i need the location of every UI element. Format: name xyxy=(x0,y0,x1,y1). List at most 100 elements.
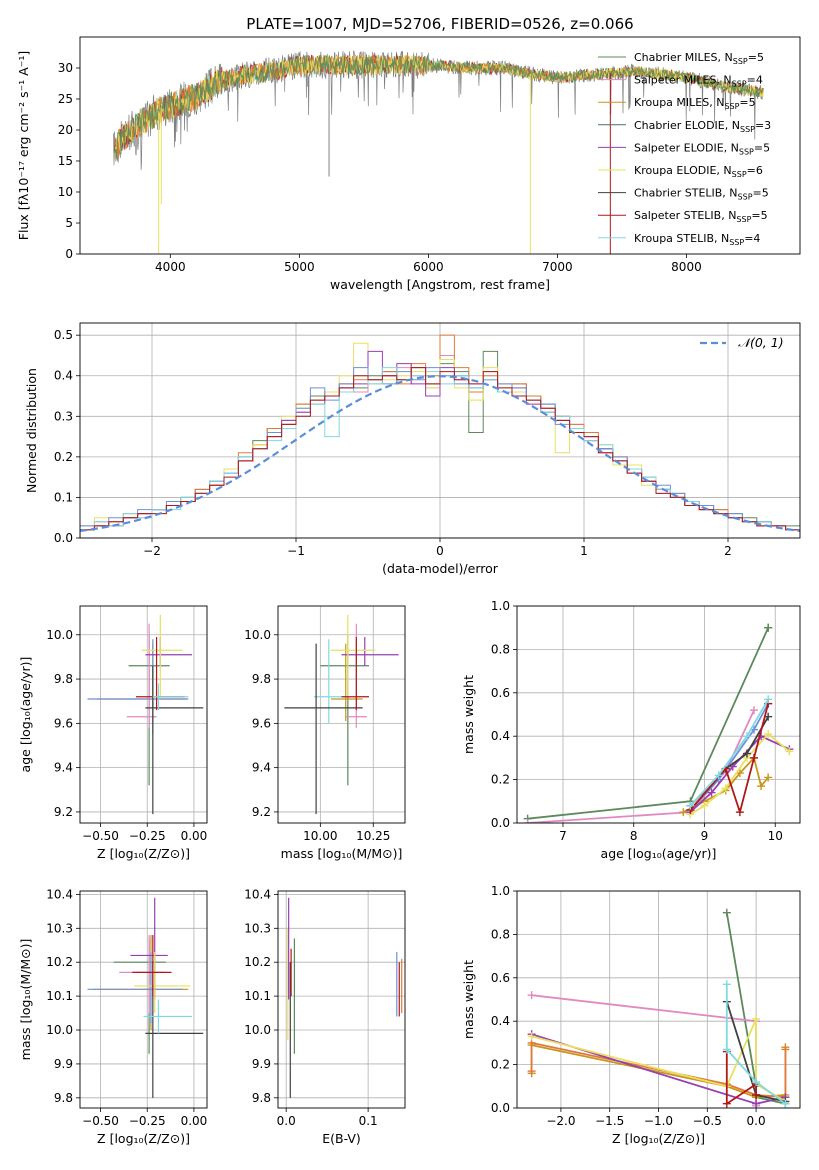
x-tick-label: −0.50 xyxy=(82,829,119,843)
x-tick-label: −2.0 xyxy=(546,1114,575,1128)
residuals-panel: −2 −1 0 1 2 0.0 0.1 0.2 0.3 0.4 0.5 (data-model)/er… xyxy=(24,322,801,576)
y-tick-label: 10.0 xyxy=(244,628,271,642)
legend-label-tail: =5 xyxy=(753,187,769,200)
legend-label-tail: =6 xyxy=(747,164,763,177)
y-tick-label: 9.8 xyxy=(54,672,73,686)
x-tick-label: 0.1 xyxy=(359,1114,378,1128)
x-axis-label: Z [log₁₀(Z/Z⊙)] xyxy=(97,846,190,861)
y-tick-label: 9.2 xyxy=(54,805,73,819)
y-axis-label: mass weight xyxy=(461,675,476,754)
legend-label-tail: =5 xyxy=(739,96,755,109)
legend-label-sub: SSP xyxy=(732,170,747,179)
massweight-series-salpeter_stelib xyxy=(725,1051,757,1106)
y-tick-label: 10.4 xyxy=(244,887,271,901)
y-tick-label: 0.8 xyxy=(491,642,510,656)
y-tick-label: 0.2 xyxy=(491,773,510,787)
y-tick-label: 9.4 xyxy=(252,761,271,775)
y-tick-label: 30 xyxy=(58,61,73,75)
x-tick-label: 2 xyxy=(724,544,732,558)
legend-label-tail: =4 xyxy=(744,232,760,245)
legend-label: Salpeter ELODIE, NSSP=5 xyxy=(634,141,770,156)
spectrum-panel: 4000 5000 6000 7000 8000 0 5 10 15 20 25 30 waveleng… xyxy=(16,36,801,292)
gaussian-curve xyxy=(80,375,800,532)
legend-label-main: Chabrier STELIB, N xyxy=(634,187,738,200)
x-tick-label: 4000 xyxy=(155,260,186,274)
legend-label: Kroupa ELODIE, NSSP=6 xyxy=(634,164,763,179)
plot-frame xyxy=(277,890,406,1109)
y-tick-label: 0.5 xyxy=(54,328,73,342)
y-tick-label: 10 xyxy=(58,185,73,199)
legend-label-tail: =5 xyxy=(751,209,767,222)
y-tick-label: 5 xyxy=(65,216,73,230)
y-tick-label: 0.4 xyxy=(491,729,510,743)
y-tick-label: 15 xyxy=(58,154,73,168)
y-axis-label: mass weight xyxy=(461,960,476,1039)
y-tick-label: 10.0 xyxy=(244,1023,271,1037)
plot-frame xyxy=(79,36,801,255)
massweight-lines xyxy=(527,908,790,1108)
plot-frame xyxy=(516,605,801,824)
legend-label-sub: SSP xyxy=(733,57,748,66)
legend-label-sub: SSP xyxy=(740,125,755,134)
y-tick-label: 0.2 xyxy=(54,450,73,464)
x-axis-label: (data-model)/error xyxy=(382,561,499,576)
y-tick-label: 10.0 xyxy=(46,1023,73,1037)
y-tick-label: 9.2 xyxy=(252,805,271,819)
legend-label-sub: SSP xyxy=(739,147,754,156)
legend-label: Salpeter MILES, NSSP=4 xyxy=(634,74,763,89)
legend-label-tail: =5 xyxy=(748,51,764,64)
massweight-series-kroupa_elodie xyxy=(689,732,790,816)
y-tick-label: 0 xyxy=(65,247,73,261)
legend-label-tail: =5 xyxy=(754,141,770,154)
y-tick-label: 9.6 xyxy=(252,716,271,730)
x-axis-label: age [log₁₀(age/yr)] xyxy=(601,846,717,861)
legend-label: Chabrier MILES, NSSP=5 xyxy=(634,51,764,66)
plot-frame xyxy=(79,605,208,824)
y-tick-label: 10.4 xyxy=(46,887,73,901)
x-tick-label: 10.25 xyxy=(356,829,390,843)
legend-label-sub: SSP xyxy=(729,238,744,247)
legend-label: Kroupa STELIB, NSSP=4 xyxy=(634,232,760,247)
legend-label-main: Kroupa STELIB, N xyxy=(634,232,729,245)
plot-frame xyxy=(277,605,406,824)
y-tick-label: 9.8 xyxy=(252,672,271,686)
x-axis-label: mass [log₁₀(M/M⊙)] xyxy=(281,846,403,861)
y-tick-label: 1.0 xyxy=(491,599,510,613)
x-tick-label: 7 xyxy=(559,829,567,843)
x-axis-label: wavelength [Angstrom, rest frame] xyxy=(330,277,550,292)
x-tick-label: −0.25 xyxy=(129,829,166,843)
x-tick-label: −1 xyxy=(287,544,305,558)
x-tick-label: 1 xyxy=(580,544,588,558)
legend-label-sub: SSP xyxy=(736,215,751,224)
legend-label: Chabrier ELODIE, NSSP=3 xyxy=(634,119,771,134)
x-tick-label: 8 xyxy=(630,829,638,843)
y-tick-label: 0.0 xyxy=(54,531,73,545)
legend-label-sub: SSP xyxy=(732,80,747,89)
massweight-series-extra_orange xyxy=(530,1041,787,1099)
mass-vs-ebv-panel: 0.0 0.1 9.8 9.9 10.0 10.1 10.2 10.3 10.4 E(B-V) xyxy=(244,887,406,1146)
x-tick-label: 0.00 xyxy=(181,1114,208,1128)
y-tick-label: 0.0 xyxy=(491,816,510,830)
y-tick-label: 10.2 xyxy=(46,955,73,969)
errorbars xyxy=(87,614,204,815)
y-tick-label: 0.4 xyxy=(54,369,73,383)
x-tick-label: 8000 xyxy=(671,260,702,274)
x-axis-label: Z [log₁₀(Z/Z⊙)] xyxy=(97,1131,190,1146)
errorbars xyxy=(284,614,399,815)
x-axis-label: E(B-V) xyxy=(322,1131,361,1146)
errorbars xyxy=(87,897,204,1098)
massweight-series-kroupa_stelib xyxy=(725,984,786,1105)
y-tick-label: 0.1 xyxy=(54,490,73,504)
y-tick-label: 0.6 xyxy=(491,686,510,700)
y-tick-label: 9.9 xyxy=(54,1057,73,1071)
y-axis-label: Flux [fλ10⁻¹⁷ erg cm⁻² s⁻¹ A⁻¹] xyxy=(16,51,31,240)
spectrum-series-chabrier_miles xyxy=(114,54,764,159)
x-tick-label: 6000 xyxy=(413,260,444,274)
y-tick-label: 10.3 xyxy=(46,921,73,935)
legend-label-main: Chabrier MILES, N xyxy=(634,51,733,64)
y-tick-label: 0.0 xyxy=(491,1101,510,1115)
legend-label-main: Salpeter ELODIE, N xyxy=(634,141,739,154)
y-tick-label: 0.8 xyxy=(491,927,510,941)
legend-label-main: Salpeter STELIB, N xyxy=(634,209,736,222)
